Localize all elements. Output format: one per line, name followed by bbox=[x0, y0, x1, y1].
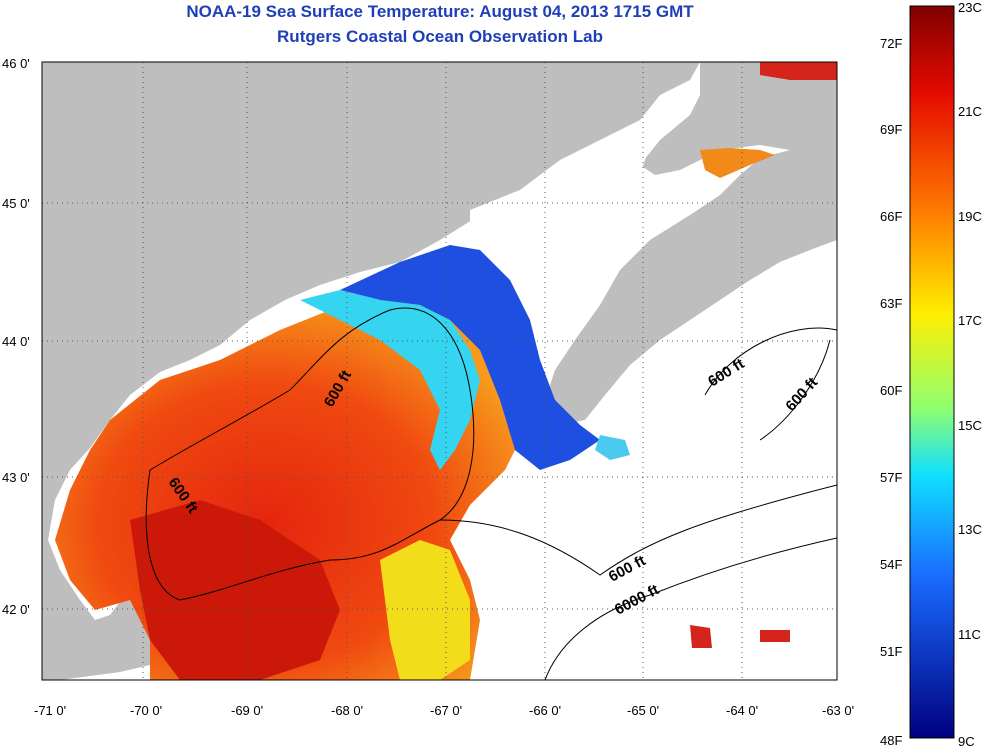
lon-tick-label: -64 0' bbox=[726, 703, 758, 718]
nova-scotia-land bbox=[545, 62, 837, 425]
colorbar-c-labels: 23C 21C 19C 17C 15C 13C 11C 9C bbox=[958, 0, 982, 749]
colorbar-c-label: 13C bbox=[958, 522, 982, 537]
sst-hot-core bbox=[130, 500, 340, 680]
colorbar-c-label: 11C bbox=[958, 627, 981, 642]
sst-small-patch-east bbox=[690, 625, 712, 648]
colorbar-f-label: 69F bbox=[880, 122, 902, 137]
colorbar bbox=[909, 5, 955, 739]
lat-tick-label: 46 0' bbox=[2, 56, 30, 71]
colorbar-c-label: 17C bbox=[958, 313, 982, 328]
sst-bay-of-fundy-warm bbox=[700, 148, 775, 178]
lat-tick-label: 45 0' bbox=[2, 196, 30, 211]
colorbar-f-label: 51F bbox=[880, 644, 902, 659]
lon-tick-label: -65 0' bbox=[627, 703, 659, 718]
colorbar-f-label: 48F bbox=[880, 733, 902, 748]
lon-tick-label: -63 0' bbox=[822, 703, 854, 718]
sst-cold-water bbox=[340, 245, 600, 470]
graticule bbox=[42, 62, 837, 680]
lat-tick-label: 43 0' bbox=[2, 470, 30, 485]
colorbar-f-label: 72F bbox=[880, 36, 902, 51]
bathymetry-contours bbox=[145, 307, 837, 680]
lon-tick-label: -69 0' bbox=[231, 703, 263, 718]
colorbar-f-label: 63F bbox=[880, 296, 902, 311]
colorbar-f-label: 66F bbox=[880, 209, 902, 224]
colorbar-f-label: 57F bbox=[880, 470, 902, 485]
map-subtitle: Rutgers Coastal Ocean Observation Lab bbox=[277, 27, 603, 46]
lon-tick-label: -68 0' bbox=[331, 703, 363, 718]
colorbar-f-labels: 72F 69F 66F 63F 60F 57F 54F 51F 48F bbox=[880, 36, 902, 748]
sst-cyan-band bbox=[300, 290, 480, 470]
cloud-cover-bay-of-fundy bbox=[470, 145, 650, 275]
cape-cod-land bbox=[42, 600, 145, 678]
lon-tick-label: -71 0' bbox=[34, 703, 66, 718]
lat-tick-label: 42 0' bbox=[2, 602, 30, 617]
sst-nova-scotia-coast bbox=[595, 435, 630, 460]
lon-tick-label: -67 0' bbox=[430, 703, 462, 718]
lat-tick-label: 44 0' bbox=[2, 334, 30, 349]
colorbar-c-label: 15C bbox=[958, 418, 982, 433]
colorbar-c-label: 9C bbox=[958, 734, 975, 749]
colorbar-f-label: 54F bbox=[880, 557, 902, 572]
map-title: NOAA-19 Sea Surface Temperature: August … bbox=[186, 2, 694, 21]
cloud-cover-offshore bbox=[440, 400, 837, 680]
new-england-land bbox=[42, 62, 700, 680]
lon-tick-label: -66 0' bbox=[529, 703, 561, 718]
colorbar-f-label: 60F bbox=[880, 383, 902, 398]
colorbar-c-label: 19C bbox=[958, 209, 982, 224]
colorbar-c-label: 23C bbox=[958, 0, 982, 15]
colorbar-c-label: 21C bbox=[958, 104, 982, 119]
sst-northeast-corner bbox=[760, 62, 837, 80]
sst-yellow-patch bbox=[380, 540, 470, 680]
lon-tick-label: -70 0' bbox=[130, 703, 162, 718]
sst-small-patch-east-2 bbox=[760, 630, 790, 642]
